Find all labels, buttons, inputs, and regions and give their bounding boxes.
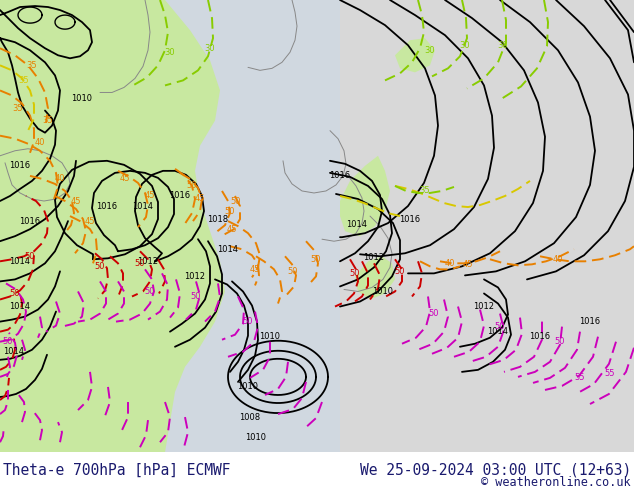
Text: 50: 50 bbox=[395, 267, 405, 276]
Text: 45: 45 bbox=[463, 260, 473, 269]
Text: 45: 45 bbox=[250, 265, 260, 274]
Text: 30: 30 bbox=[460, 41, 470, 49]
Text: © weatheronline.co.uk: © weatheronline.co.uk bbox=[481, 476, 631, 489]
Text: 50: 50 bbox=[555, 337, 566, 346]
Text: 1016: 1016 bbox=[399, 215, 420, 223]
Text: 50: 50 bbox=[25, 252, 36, 261]
Text: 50: 50 bbox=[191, 292, 201, 301]
Text: 50: 50 bbox=[495, 322, 505, 331]
Text: 55: 55 bbox=[605, 369, 615, 378]
Text: 1010: 1010 bbox=[259, 332, 280, 341]
Text: 1014: 1014 bbox=[488, 327, 508, 336]
Text: We 25-09-2024 03:00 UTC (12+63): We 25-09-2024 03:00 UTC (12+63) bbox=[359, 463, 631, 478]
Text: 1016: 1016 bbox=[330, 172, 351, 180]
Text: 45: 45 bbox=[195, 195, 205, 203]
Text: 35: 35 bbox=[18, 76, 29, 85]
Text: 30: 30 bbox=[425, 46, 436, 55]
Text: 30: 30 bbox=[498, 41, 508, 49]
Text: 1008: 1008 bbox=[240, 413, 261, 421]
Text: 1018: 1018 bbox=[207, 215, 229, 223]
Text: 1012: 1012 bbox=[363, 253, 384, 262]
Text: 30: 30 bbox=[205, 44, 216, 53]
Text: 50: 50 bbox=[288, 267, 298, 276]
Text: 55: 55 bbox=[575, 373, 585, 382]
Text: 50: 50 bbox=[350, 269, 360, 278]
Text: 45: 45 bbox=[120, 174, 130, 183]
Text: 1014: 1014 bbox=[217, 245, 238, 254]
Text: 1016: 1016 bbox=[10, 161, 30, 171]
Text: 45: 45 bbox=[71, 196, 81, 205]
Text: 1012: 1012 bbox=[184, 272, 205, 281]
Text: 45: 45 bbox=[145, 192, 155, 200]
Text: 35: 35 bbox=[13, 104, 23, 113]
Text: 1010: 1010 bbox=[238, 382, 259, 392]
Text: 1012: 1012 bbox=[474, 302, 495, 311]
Text: 1016: 1016 bbox=[96, 201, 117, 211]
Text: 35: 35 bbox=[420, 187, 430, 196]
Polygon shape bbox=[395, 38, 435, 73]
Text: 1012: 1012 bbox=[138, 257, 158, 266]
Text: 50: 50 bbox=[429, 309, 439, 318]
Bar bbox=[340, 0, 634, 452]
Text: 40: 40 bbox=[55, 174, 65, 183]
Text: 35: 35 bbox=[27, 61, 37, 70]
Text: 1016: 1016 bbox=[169, 192, 191, 200]
Text: 1010: 1010 bbox=[373, 287, 394, 296]
Text: 50: 50 bbox=[94, 262, 105, 271]
Text: 35: 35 bbox=[42, 116, 53, 125]
Text: 40: 40 bbox=[35, 138, 45, 147]
Text: 1014: 1014 bbox=[133, 201, 153, 211]
Text: 50: 50 bbox=[243, 317, 253, 326]
Text: 1014: 1014 bbox=[4, 347, 25, 356]
Polygon shape bbox=[165, 0, 340, 452]
Text: Theta-e 700hPa [hPa] ECMWF: Theta-e 700hPa [hPa] ECMWF bbox=[3, 463, 231, 478]
Text: 45: 45 bbox=[227, 224, 237, 234]
Text: 1010: 1010 bbox=[72, 94, 93, 103]
Polygon shape bbox=[340, 156, 390, 236]
Text: 1016: 1016 bbox=[20, 217, 41, 225]
Polygon shape bbox=[355, 256, 395, 299]
Text: 50: 50 bbox=[135, 259, 145, 268]
Text: 1014: 1014 bbox=[347, 220, 368, 229]
Text: 1016: 1016 bbox=[529, 332, 550, 341]
Text: 50: 50 bbox=[3, 337, 13, 346]
Text: 50: 50 bbox=[231, 196, 242, 205]
Text: 40: 40 bbox=[444, 259, 455, 268]
Text: 1014: 1014 bbox=[10, 257, 30, 266]
Text: 45: 45 bbox=[85, 217, 95, 225]
Text: 50: 50 bbox=[10, 289, 20, 298]
Text: 30: 30 bbox=[165, 48, 176, 57]
Text: 40: 40 bbox=[553, 255, 563, 264]
Text: 1016: 1016 bbox=[579, 317, 600, 326]
Text: 50: 50 bbox=[187, 181, 197, 191]
Text: 50: 50 bbox=[224, 207, 235, 216]
Text: 50: 50 bbox=[145, 287, 155, 296]
Text: 50: 50 bbox=[311, 255, 321, 264]
Text: 1014: 1014 bbox=[10, 302, 30, 311]
Text: 1010: 1010 bbox=[245, 433, 266, 441]
